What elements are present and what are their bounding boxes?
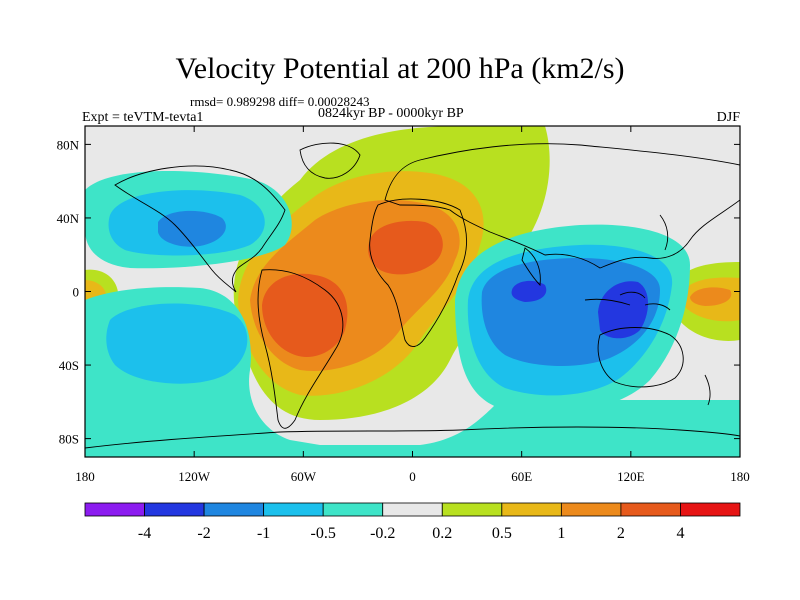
coast-antarctica xyxy=(85,426,740,449)
colorbar-swatch xyxy=(144,502,205,517)
lon-tick-label: 0 xyxy=(409,469,416,484)
coastlines xyxy=(85,142,740,449)
lon-tick-label: 120W xyxy=(178,469,211,484)
coast-australia xyxy=(597,327,684,388)
colorbar-swatch xyxy=(203,502,265,517)
lat-tick-label: 40S xyxy=(59,358,79,373)
colorbar-swatch xyxy=(680,502,741,517)
lon-tick-label: 180 xyxy=(730,469,750,484)
plot-title: Velocity Potential at 200 hPa (km2/s) xyxy=(175,52,625,85)
contour-negative-south-pacific-1 xyxy=(106,303,248,384)
stats-line: rmsd= 0.989298 diff= 0.00028243 xyxy=(190,94,370,109)
coast-india xyxy=(521,247,541,286)
colorbar-swatch xyxy=(560,502,622,517)
lat-tick-label: 0 xyxy=(73,285,80,300)
coast-eurasia xyxy=(384,143,740,269)
colorbar-swatch xyxy=(501,502,562,517)
colorbar-label: 0.2 xyxy=(432,525,452,542)
contour-positive-2-sa xyxy=(262,273,348,358)
lon-tick-label: 60E xyxy=(511,469,532,484)
colorbar-swatch xyxy=(263,502,324,517)
contour-negative-south-pacific xyxy=(85,287,740,457)
lon-tick-label: 180 xyxy=(75,469,95,484)
lat-tick-label: 40N xyxy=(57,211,80,226)
coast-new-zealand xyxy=(704,374,711,406)
colorbar-label: 1 xyxy=(557,525,565,542)
contour-negative-maritime-core xyxy=(598,281,648,339)
coast-north-america xyxy=(114,165,286,293)
colorbar-label: -0.5 xyxy=(311,525,336,542)
contour-positive-west-pacific-core xyxy=(690,287,732,306)
lon-tick-label: 120E xyxy=(617,469,645,484)
lat-tick-label: 80S xyxy=(59,432,79,447)
colorbar-label: 0.5 xyxy=(492,525,512,542)
colorbar-swatch xyxy=(322,502,384,517)
contour-positive-2-africa xyxy=(368,220,443,275)
lon-axis: 180 120W 60W 0 60E 120E 180 xyxy=(75,126,750,484)
coast-indonesia xyxy=(584,291,671,311)
contour-negative-indian-core xyxy=(511,280,547,302)
coast-japan xyxy=(659,214,669,251)
contour-negative-north-pacific-core xyxy=(158,210,226,247)
coast-south-america xyxy=(257,269,344,429)
colorbar-label: 4 xyxy=(676,525,684,542)
lat-axis: 80N 40N 0 40S 80S xyxy=(57,137,740,447)
coast-africa xyxy=(369,198,468,347)
season-label: DJF xyxy=(716,110,740,125)
colorbar-label: -4 xyxy=(138,525,151,542)
period-label: 0824kyr BP - 0000kyr BP xyxy=(318,106,464,121)
colorbar-label: -0.2 xyxy=(370,525,395,542)
experiment-label: Expt = teVTM-tevta1 xyxy=(82,110,204,125)
lon-tick-label: 60W xyxy=(291,469,317,484)
colorbar-label: -1 xyxy=(257,525,270,542)
lat-tick-label: 80N xyxy=(57,137,80,152)
colorbar-label: 2 xyxy=(617,525,625,542)
colorbar-swatch xyxy=(620,502,681,517)
colorbar-swatch xyxy=(382,502,443,517)
colorbar-label: -2 xyxy=(197,525,210,542)
colorbar: -4 -2 -1 -0.5 -0.2 0.2 0.5 1 2 4 xyxy=(84,502,741,542)
coast-greenland xyxy=(299,142,361,179)
contour-field xyxy=(85,126,740,457)
colorbar-swatch xyxy=(84,502,145,517)
colorbar-swatch xyxy=(441,502,503,517)
